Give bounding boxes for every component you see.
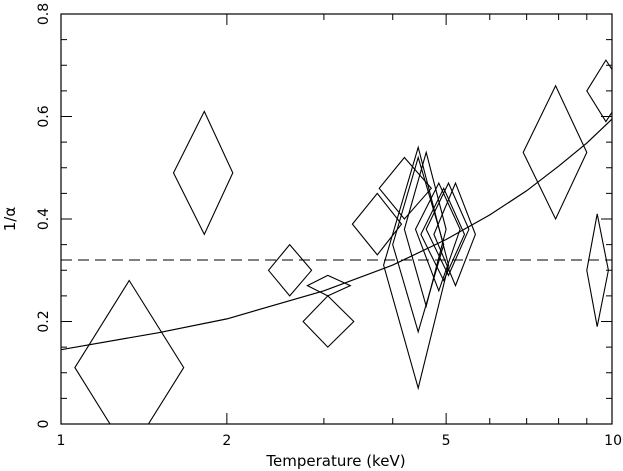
data-point-diamond	[378, 156, 433, 220]
data-point-diamond	[302, 295, 355, 348]
fit-curve	[61, 118, 612, 351]
y-tick-label: 0.6	[36, 105, 52, 127]
data-point-diamond	[433, 181, 476, 288]
y-tick-label: 0.2	[36, 310, 52, 332]
data-point-diamond	[172, 110, 234, 236]
plot-frame	[60, 13, 613, 425]
data-point-diamond	[392, 155, 445, 334]
x-tick-label: 5	[442, 433, 451, 449]
data-point-diamond	[522, 84, 588, 221]
tick-labels: 1 2 5 10 0 0.2 0.4 0.6 0.8	[36, 3, 622, 449]
x-axis-label: Temperature (keV)	[265, 452, 405, 470]
data-point-diamond	[586, 59, 612, 123]
data-point-diamond	[267, 243, 313, 297]
data-point-diamond	[414, 181, 461, 293]
data-point-diamond	[383, 145, 450, 391]
x-tick-label: 1	[57, 433, 66, 449]
y-tick-label: 0.4	[36, 208, 52, 230]
data-point-diamond	[351, 192, 403, 256]
y-tick-label: 0	[36, 420, 52, 429]
data-point-diamond	[403, 150, 447, 309]
y-tick-label: 0.8	[36, 3, 52, 25]
data-point-diamond	[74, 279, 185, 424]
data-point-diamond	[425, 181, 470, 277]
y-axis-label: 1/α	[1, 207, 19, 232]
data-point-diamond	[420, 187, 466, 282]
x-tick-label: 10	[604, 433, 622, 449]
data-marks	[61, 59, 612, 424]
x-tick-label: 2	[222, 433, 231, 449]
data-point-diamond	[306, 274, 352, 297]
